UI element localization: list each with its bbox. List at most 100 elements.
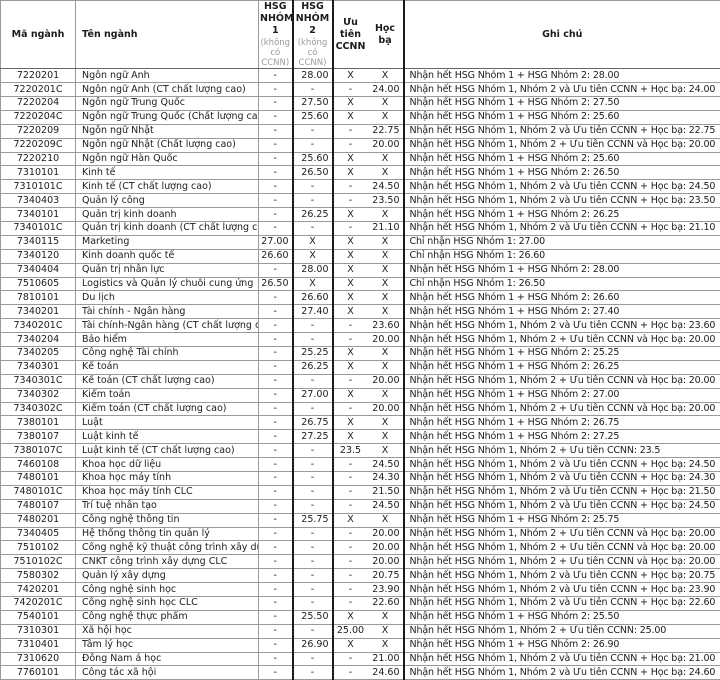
cell-code: 7340403 <box>0 193 76 209</box>
cell-name: Tài chính - Ngân hàng <box>75 304 259 320</box>
cell-note: Nhận hết HSG Nhóm 1, Nhóm 2 + Ưu tiên CC… <box>403 554 720 570</box>
cell-name: Tâm lý học <box>75 637 259 653</box>
cell-hsg-group2: - <box>292 484 334 500</box>
cell-code: 7420201 <box>0 582 76 598</box>
cell-transcript: X <box>367 234 405 250</box>
cell-note: Nhận hết HSG Nhóm 1 + HSG Nhóm 2: 25.60 <box>403 151 720 167</box>
table-row: 7760101 Công tác xã hội - - -24.60 Nhận hết H… <box>0 665 720 680</box>
table-row: 7310401 Tâm lý học -26.90 X X Nhận hết HSG Nh… <box>0 637 720 653</box>
table-row: 7480101C Khoa học máy tính CLC - - -21.50 Nhậ… <box>0 484 720 500</box>
cell-note: Nhận hết HSG Nhóm 1, Nhóm 2 và Ưu tiên C… <box>403 220 720 236</box>
cell-name: Ngôn ngữ Trung Quốc (Chất lượng cao) <box>75 109 259 125</box>
cell-name: Bảo hiểm <box>75 332 259 347</box>
table-row: 7340201C Tài chính-Ngân hàng (CT chất lượ… <box>0 318 720 334</box>
cell-code: 7340204 <box>0 332 76 347</box>
cell-hsg-group2: 25.25 <box>292 346 334 361</box>
cell-code: 7810101 <box>0 290 76 306</box>
cell-hsg-group1: - <box>258 95 294 111</box>
cell-hsg-group1: - <box>258 346 294 361</box>
table-row: 7420201 Công nghệ sinh học - - -23.90 Nhận hế… <box>0 582 720 598</box>
cell-name: Ngôn ngữ Anh <box>75 68 259 84</box>
cell-note: Nhận hết HSG Nhóm 1 + HSG Nhóm 2: 25.75 <box>403 512 720 528</box>
table-row: 7220204 Ngôn ngữ Trung Quốc -27.50 X X Nhận h… <box>0 95 720 111</box>
cell-code: 7340201 <box>0 304 76 320</box>
header-name: Tên ngành <box>75 0 259 70</box>
cell-ccnn-priority: 23.5 <box>332 443 368 459</box>
cell-ccnn-priority: X <box>332 429 368 445</box>
cell-ccnn-priority: X <box>332 248 368 264</box>
cell-code: 7340101 <box>0 207 76 222</box>
cell-note: Nhận hết HSG Nhóm 1, Nhóm 2 + Ưu tiên CC… <box>403 401 720 417</box>
cell-hsg-group2: - <box>292 582 334 598</box>
cell-hsg-group2: - <box>292 332 334 347</box>
cell-hsg-group2: - <box>292 596 334 611</box>
cell-transcript: 24.00 <box>367 82 405 97</box>
header-ccnn-priority: Ưu tiên CCNN <box>332 0 368 70</box>
cell-code: 7480201 <box>0 512 76 528</box>
cell-code: 7580302 <box>0 568 76 584</box>
cell-transcript: X <box>367 623 405 639</box>
cell-hsg-group2: - <box>292 373 334 389</box>
header-hsg-group1: HSG NHÓM 1 (không có CCNN) <box>258 0 294 70</box>
table-row: 7340405 Hệ thống thông tin quản lý - - -20.0… <box>0 526 720 542</box>
cell-hsg-group1: - <box>258 637 294 653</box>
cell-transcript: 20.75 <box>367 568 405 584</box>
table-row: 7340301C Kế toán (CT chất lượng cao) - - -20… <box>0 373 720 389</box>
cell-name: Khoa học máy tính <box>75 471 259 486</box>
cell-hsg-group1: - <box>258 526 294 542</box>
cell-note: Nhận hết HSG Nhóm 1, Nhóm 2 + Ưu tiên CC… <box>403 137 720 153</box>
cell-note: Chỉ nhận HSG Nhóm 1: 26.60 <box>403 248 720 264</box>
cell-ccnn-priority: - <box>332 665 368 680</box>
cell-name: Ngôn ngữ Nhật (Chất lượng cao) <box>75 137 259 153</box>
cell-hsg-group2: 26.90 <box>292 637 334 653</box>
cell-code: 7340101C <box>0 220 76 236</box>
header-hsg-group2-title: HSG NHÓM 2 <box>295 1 330 36</box>
cell-ccnn-priority: - <box>332 332 368 347</box>
cell-code: 7340404 <box>0 262 76 278</box>
cell-name: CNKT công trình xây dựng CLC <box>75 554 259 570</box>
table-row: 7220201C Ngôn ngữ Anh (CT chất lượng cao)… <box>0 82 720 97</box>
cell-hsg-group1: - <box>258 484 294 500</box>
cell-name: Khoa học dữ liệu <box>75 457 259 473</box>
cell-transcript: X <box>367 290 405 306</box>
cell-transcript: X <box>367 429 405 445</box>
cell-ccnn-priority: - <box>332 582 368 598</box>
cell-name: Kiểm toán <box>75 387 259 403</box>
cell-code: 7760101 <box>0 665 76 680</box>
cell-code: 7340115 <box>0 234 76 250</box>
cell-hsg-group1: - <box>258 137 294 153</box>
cell-name: Luật kinh tế (CT chất lượng cao) <box>75 443 259 459</box>
cell-ccnn-priority: X <box>332 262 368 278</box>
cell-hsg-group1: - <box>258 359 294 375</box>
table-row: 7480107 Trí tuệ nhân tạo - - -24.50 Nhận hết … <box>0 498 720 514</box>
table-row: 7420201C Công nghệ sinh học CLC - - -22.60 Nh… <box>0 596 720 611</box>
cell-note: Nhận hết HSG Nhóm 1, Nhóm 2 + Ưu tiên CC… <box>403 526 720 542</box>
cell-ccnn-priority: - <box>332 123 368 139</box>
cell-ccnn-priority: X <box>332 234 368 250</box>
cell-ccnn-priority: - <box>332 596 368 611</box>
cell-hsg-group2: 28.00 <box>292 68 334 84</box>
cell-note: Nhận hết HSG Nhóm 1, Nhóm 2 và Ưu tiên C… <box>403 457 720 473</box>
cell-note: Nhận hết HSG Nhóm 1, Nhóm 2 + Ưu tiên CC… <box>403 623 720 639</box>
cell-hsg-group1: - <box>258 665 294 680</box>
cell-hsg-group1: - <box>258 582 294 598</box>
cell-note: Nhận hết HSG Nhóm 1 + HSG Nhóm 2: 25.25 <box>403 346 720 361</box>
cell-name: Luật <box>75 415 259 431</box>
cell-hsg-group2: 26.25 <box>292 207 334 222</box>
cell-name: Ngôn ngữ Nhật <box>75 123 259 139</box>
cell-hsg-group2: - <box>292 137 334 153</box>
cell-code: 7480107 <box>0 498 76 514</box>
cell-ccnn-priority: X <box>332 68 368 84</box>
cell-hsg-group1: - <box>258 512 294 528</box>
cell-hsg-group1: - <box>258 220 294 236</box>
cell-note: Chỉ nhận HSG Nhóm 1: 27.00 <box>403 234 720 250</box>
cell-hsg-group2: - <box>292 623 334 639</box>
cell-code: 7340205 <box>0 346 76 361</box>
table-row: 7310101 Kinh tế -26.50 X X Nhận hết HSG Nhóm … <box>0 165 720 181</box>
cell-code: 7310401 <box>0 637 76 653</box>
header-hsg-group1-title: HSG NHÓM 1 <box>260 1 293 36</box>
cell-hsg-group1: - <box>258 443 294 459</box>
cell-transcript: X <box>367 609 405 625</box>
cell-hsg-group2: - <box>292 568 334 584</box>
cell-name: Công tác xã hội <box>75 665 259 680</box>
